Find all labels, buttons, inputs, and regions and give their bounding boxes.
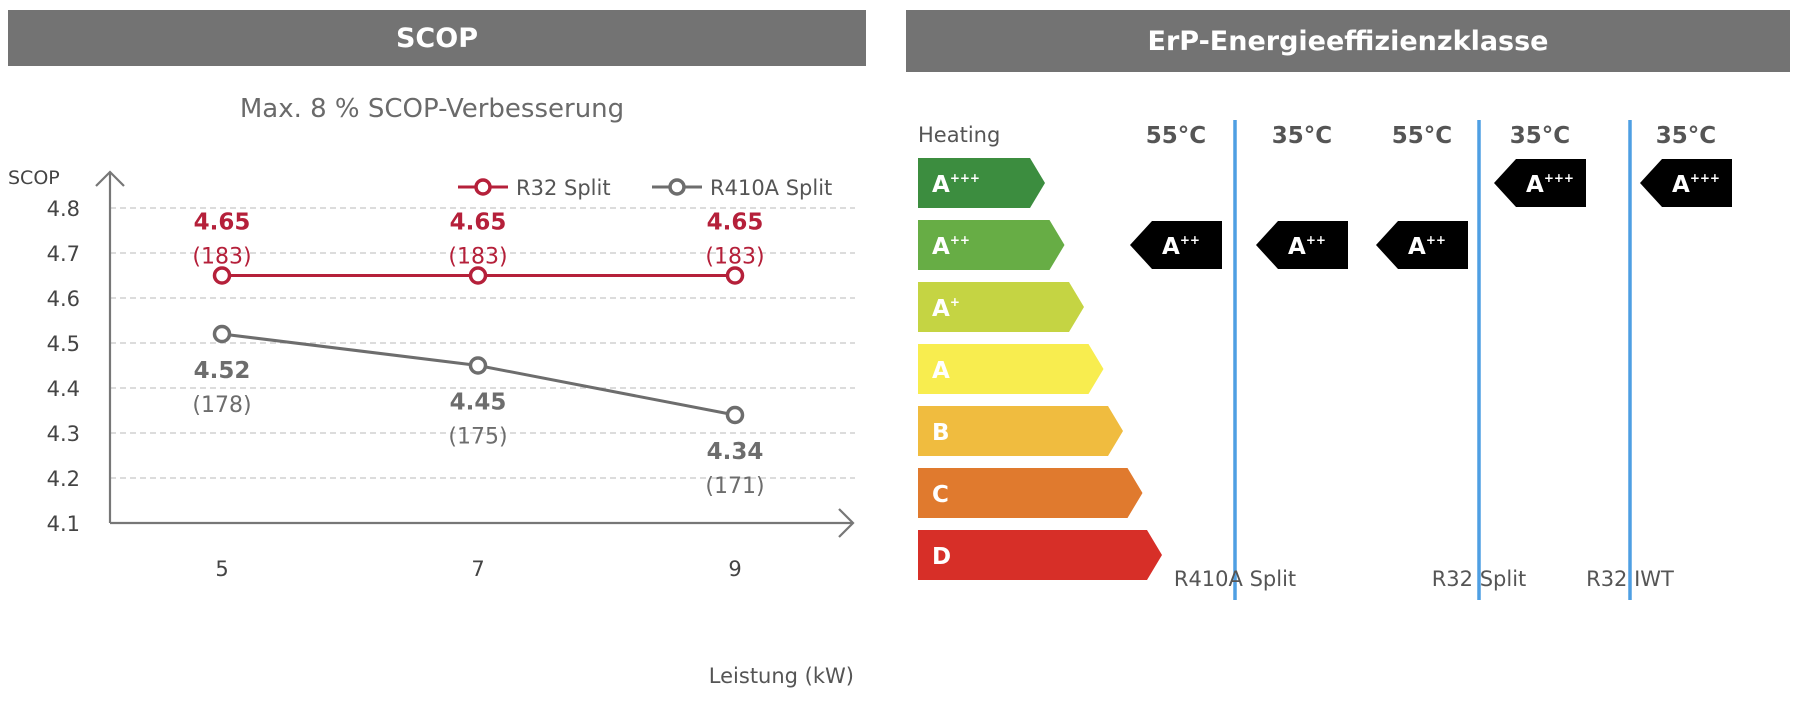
temperature-header: 35°C xyxy=(1272,123,1332,149)
x-axis-arrow xyxy=(838,508,855,538)
group-label: R410A Split xyxy=(1174,567,1296,591)
data-label: 4.65 xyxy=(194,210,251,236)
energy-class-bar: D xyxy=(918,530,1162,580)
chart-subtitle: Max. 8 % SCOP-Verbesserung xyxy=(240,94,624,124)
legend-item: R32 Split xyxy=(458,176,611,200)
data-label: 4.45 xyxy=(450,390,507,416)
rating-arrow xyxy=(1494,159,1586,207)
energy-class-bar: A+++ xyxy=(918,158,1045,208)
energy-class-arrow xyxy=(918,344,1104,394)
y-axis-label: SCOP xyxy=(8,167,60,189)
y-tick-label: 4.3 xyxy=(47,422,80,446)
temperature-header: 35°C xyxy=(1510,123,1570,149)
data-point xyxy=(468,356,488,375)
data-point xyxy=(212,266,232,285)
energy-class-label: C xyxy=(932,482,949,508)
legend-item: R410A Split xyxy=(652,176,832,200)
data-sublabel: (183) xyxy=(192,245,251,270)
rating-arrow xyxy=(1640,159,1732,207)
energy-class-bar: C xyxy=(918,468,1143,518)
x-tick-label: 9 xyxy=(728,557,741,581)
temperature-header: 35°C xyxy=(1656,123,1716,149)
energy-class-arrow xyxy=(918,406,1123,456)
scop-line-chart: Max. 8 % SCOP-Verbesserung SCOP Leistung… xyxy=(8,94,855,688)
rating-tag: A++ xyxy=(1376,221,1468,269)
data-point xyxy=(468,266,488,285)
legend-label: R32 Split xyxy=(516,176,611,200)
scop-panel-header: SCOP xyxy=(8,10,866,66)
y-tick-label: 4.8 xyxy=(47,197,80,221)
legend-marker xyxy=(474,178,492,196)
rating-arrow xyxy=(1256,221,1348,269)
temperature-header: 55°C xyxy=(1146,123,1206,149)
data-sublabel: (183) xyxy=(448,245,507,270)
data-point xyxy=(725,405,745,425)
legend-label: R410A Split xyxy=(710,176,832,200)
energy-class-arrow xyxy=(918,282,1084,332)
energy-class-arrow xyxy=(918,158,1045,208)
data-point xyxy=(725,266,745,285)
y-axis-arrow xyxy=(95,170,125,187)
energy-class-arrow xyxy=(918,468,1143,518)
data-sublabel: (178) xyxy=(192,393,251,418)
x-axis-label: Leistung (kW) xyxy=(709,664,854,688)
energy-class-label: A xyxy=(932,358,950,384)
data-label: 4.52 xyxy=(194,358,251,384)
energy-class-bar: A xyxy=(918,344,1104,394)
energy-class-arrow xyxy=(918,220,1065,270)
data-label: 4.65 xyxy=(450,210,507,236)
data-point xyxy=(212,324,232,344)
data-sublabel: (183) xyxy=(705,245,764,270)
y-tick-label: 4.1 xyxy=(47,512,80,536)
data-sublabel: (171) xyxy=(705,474,764,499)
erp-energy-class-diagram: Heating A+++ A++ A+ A B C D 55°C A++ 35°C A++ 55°C… xyxy=(918,120,1732,600)
group-label: R32 Split xyxy=(1432,567,1527,591)
data-sublabel: (175) xyxy=(448,425,507,450)
y-tick-label: 4.2 xyxy=(47,467,80,491)
energy-class-bar: B xyxy=(918,406,1123,456)
energy-class-label: D xyxy=(932,544,951,570)
x-tick-label: 7 xyxy=(471,557,484,581)
erp-panel-header: ErP-Energieeffizienzklasse xyxy=(906,10,1790,72)
rating-tag: A++ xyxy=(1256,221,1348,269)
rating-tag: A++ xyxy=(1130,221,1222,269)
temperature-header: 55°C xyxy=(1392,123,1452,149)
energy-class-arrow xyxy=(918,530,1162,580)
energy-class-label: B xyxy=(932,420,950,446)
data-label: 4.34 xyxy=(707,439,764,465)
y-tick-label: 4.6 xyxy=(47,287,80,311)
group-label: R32 IWT xyxy=(1586,567,1674,591)
energy-class-bar: A+ xyxy=(918,282,1084,332)
y-tick-label: 4.7 xyxy=(47,242,80,266)
y-tick-label: 4.5 xyxy=(47,332,80,356)
energy-class-bar: A++ xyxy=(918,220,1065,270)
data-label: 4.65 xyxy=(707,210,764,236)
rating-tag: A+++ xyxy=(1640,159,1732,207)
heating-label: Heating xyxy=(918,123,1000,147)
rating-tag: A+++ xyxy=(1494,159,1586,207)
legend-marker xyxy=(668,178,686,196)
rating-arrow xyxy=(1130,221,1222,269)
rating-arrow xyxy=(1376,221,1468,269)
y-tick-label: 4.4 xyxy=(47,377,80,401)
x-tick-label: 5 xyxy=(215,557,228,581)
